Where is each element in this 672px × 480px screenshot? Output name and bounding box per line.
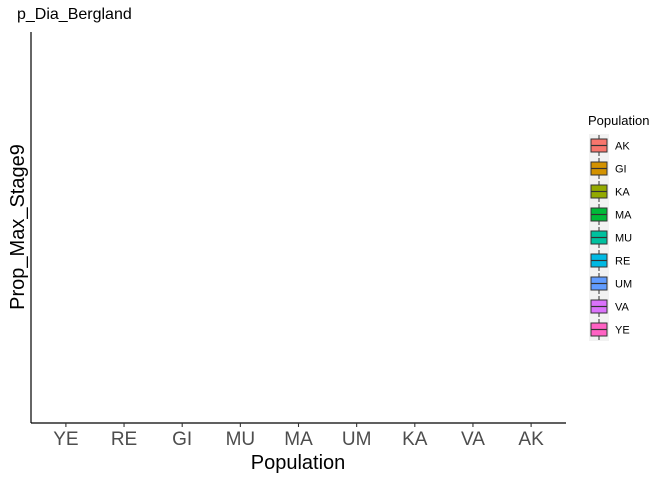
x-ticks: YE RE GI MU MA UM KA VA AK [53, 423, 544, 450]
legend-entries: AK GI KA MA MU RE UM VA YE [589, 134, 632, 341]
x-tick-label-um: UM [342, 429, 372, 450]
legend-label-va: VA [615, 302, 630, 314]
x-tick-label-ak: AK [518, 429, 544, 450]
y-axis-title: Prop_Max_Stage9 [7, 144, 29, 310]
x-axis-title: Population [251, 452, 346, 474]
x-tick-label-ka: KA [402, 429, 428, 450]
legend-label-ye: YE [615, 325, 630, 337]
legend-label-mu: MU [615, 233, 632, 245]
x-tick-label-va: VA [461, 429, 485, 450]
legend-label-ma: MA [615, 210, 632, 222]
axes [30, 32, 566, 424]
x-tick-label-ma: MA [284, 429, 313, 450]
legend-label-ka: KA [615, 187, 630, 199]
x-tick-label-mu: MU [226, 429, 256, 450]
legend-title: Population [588, 113, 649, 128]
x-tick-label-ye: YE [53, 429, 78, 450]
legend-label-gi: GI [615, 164, 627, 176]
legend-label-re: RE [615, 256, 630, 268]
legend-label-ak: AK [615, 141, 630, 153]
chart-title: p_Dia_Bergland [17, 6, 132, 23]
legend-label-um: UM [615, 279, 632, 291]
legend: Population AK GI KA MA MU RE UM VA YE [588, 113, 649, 341]
x-tick-label-gi: GI [172, 429, 192, 450]
x-tick-label-re: RE [111, 429, 137, 450]
